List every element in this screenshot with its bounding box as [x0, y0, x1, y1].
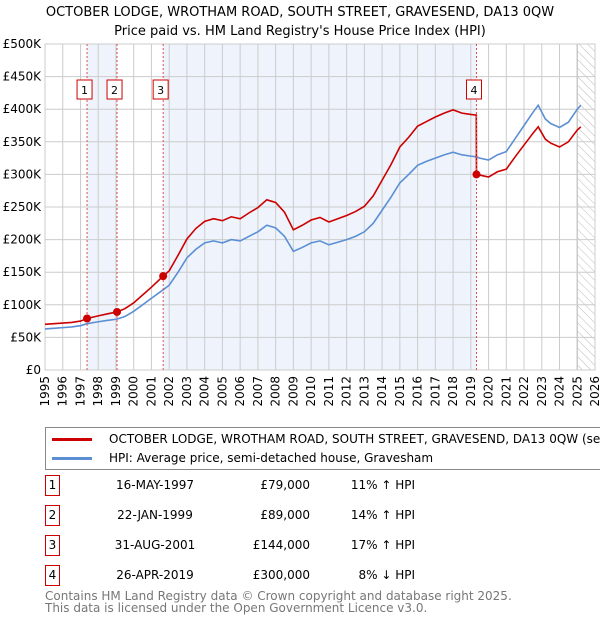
x-tick-label: 2025	[570, 376, 584, 407]
sale-date: 31-AUG-2001	[114, 538, 196, 552]
x-tick-label: 2019	[464, 376, 478, 407]
y-tick-label: £300K	[3, 167, 43, 181]
sale-hpi-diff: 11% ↑ HPI	[350, 478, 415, 492]
sale-price: £89,000	[260, 508, 310, 522]
x-tick-label: 2023	[535, 376, 549, 407]
x-tick-label: 1998	[91, 376, 105, 407]
sale-price: £300,000	[252, 568, 310, 582]
x-tick-label: 2010	[304, 376, 318, 407]
hpi-line	[44, 103, 582, 330]
footer-copyright: Contains HM Land Registry data © Crown c…	[45, 589, 512, 603]
y-tick-label: £350K	[3, 135, 43, 149]
x-tick-label: 2003	[180, 376, 194, 407]
sale-price: £144,000	[252, 538, 310, 552]
x-tick-label: 2022	[517, 376, 531, 407]
legend: OCTOBER LODGE, WROTHAM ROAD, SOUTH STREE…	[45, 427, 600, 470]
x-tick-label: 1995	[38, 376, 52, 407]
sale-number-badge: 3	[45, 535, 60, 556]
y-tick-label: £500K	[3, 37, 43, 51]
x-tick-label: 2008	[269, 376, 283, 407]
x-tick-label: 2015	[393, 376, 407, 407]
x-tick-label: 2020	[482, 376, 496, 407]
sale-point	[159, 272, 168, 281]
table-row: 3 31-AUG-2001 £144,000 17% ↑ HPI	[45, 535, 445, 556]
y-tick-label: £0	[26, 363, 41, 377]
legend-item-property: OCTOBER LODGE, WROTHAM ROAD, SOUTH STREE…	[46, 432, 600, 446]
x-tick-label: 2024	[553, 376, 567, 407]
x-tick-label: 2013	[357, 376, 371, 407]
sale-hpi-diff: 8% ↓ HPI	[358, 568, 415, 582]
legend-label: HPI: Average price, semi-detached house,…	[109, 451, 434, 465]
sale-point	[113, 307, 122, 316]
sale-date: 16-MAY-1997	[115, 478, 194, 492]
sale-number-badge: 2	[45, 505, 60, 526]
table-row: 2 22-JAN-1999 £89,000 14% ↑ HPI	[45, 505, 445, 526]
x-tick-label: 1997	[73, 376, 87, 407]
chart-subtitle: Price paid vs. HM Land Registry's House …	[114, 24, 486, 39]
y-tick-label: £50K	[10, 330, 42, 344]
sale-label: 4	[470, 84, 477, 97]
sale-point	[472, 170, 481, 179]
x-tick-label: 2011	[322, 376, 336, 407]
sale-price: £79,000	[260, 478, 310, 492]
sale-number-badge: 4	[45, 565, 60, 586]
table-row: 1 16-MAY-1997 £79,000 11% ↑ HPI	[45, 475, 445, 496]
sale-label: 3	[157, 84, 164, 97]
sale-label-box	[152, 79, 169, 100]
sale-date: 22-JAN-1999	[117, 508, 193, 522]
x-tick-label: 2000	[127, 376, 141, 407]
chart-title: OCTOBER LODGE, WROTHAM ROAD, SOUTH STREE…	[46, 5, 554, 20]
sale-hpi-diff: 14% ↑ HPI	[350, 508, 415, 522]
y-tick-label: £100K	[3, 298, 43, 312]
legend-label: OCTOBER LODGE, WROTHAM ROAD, SOUTH STREE…	[109, 432, 600, 446]
x-tick-label: 2001	[144, 376, 158, 407]
sale-number-badge: 1	[45, 475, 60, 496]
legend-swatch-blue	[52, 456, 92, 460]
y-tick-label: £200K	[3, 233, 43, 247]
x-tick-label: 2005	[215, 376, 229, 407]
sale-hpi-diff: 17% ↑ HPI	[350, 538, 415, 552]
table-row: 4 26-APR-2019 £300,000 8% ↓ HPI	[45, 565, 445, 586]
x-tick-label: 1996	[56, 376, 70, 407]
sale-date: 26-APR-2019	[116, 568, 194, 582]
x-tick-label: 2002	[162, 376, 176, 407]
sale-label: 1	[81, 84, 88, 97]
x-tick-label: 2004	[198, 376, 212, 407]
plot-border	[44, 43, 596, 371]
legend-item-hpi: HPI: Average price, semi-detached house,…	[46, 451, 433, 465]
x-tick-label: 2021	[499, 376, 513, 407]
y-tick-label: £250K	[3, 200, 43, 214]
x-tick-label: 2009	[286, 376, 300, 407]
x-tick-label: 2007	[251, 376, 265, 407]
sale-label-box	[106, 79, 123, 100]
price-chart: OCTOBER LODGE, WROTHAM ROAD, SOUTH STREE…	[3, 5, 600, 407]
x-tick-label: 2017	[428, 376, 442, 407]
y-tick-label: £400K	[3, 102, 43, 116]
sale-label-box	[76, 79, 93, 100]
y-tick-label: £450K	[3, 70, 43, 84]
x-tick-label: 2014	[375, 376, 389, 407]
property-price-line	[44, 108, 582, 326]
sale-point	[83, 314, 92, 323]
x-tick-label: 2012	[340, 376, 354, 407]
footer-licence: This data is licensed under the Open Gov…	[45, 601, 428, 615]
sale-label-box	[465, 79, 482, 100]
sale-label: 2	[111, 84, 118, 97]
x-tick-label: 2018	[446, 376, 460, 407]
x-tick-label: 2016	[411, 376, 425, 407]
x-tick-label: 2026	[588, 376, 600, 407]
legend-swatch-red	[52, 437, 92, 441]
x-tick-label: 2006	[233, 376, 247, 407]
x-tick-label: 1999	[109, 376, 123, 407]
y-tick-label: £150K	[3, 265, 43, 279]
